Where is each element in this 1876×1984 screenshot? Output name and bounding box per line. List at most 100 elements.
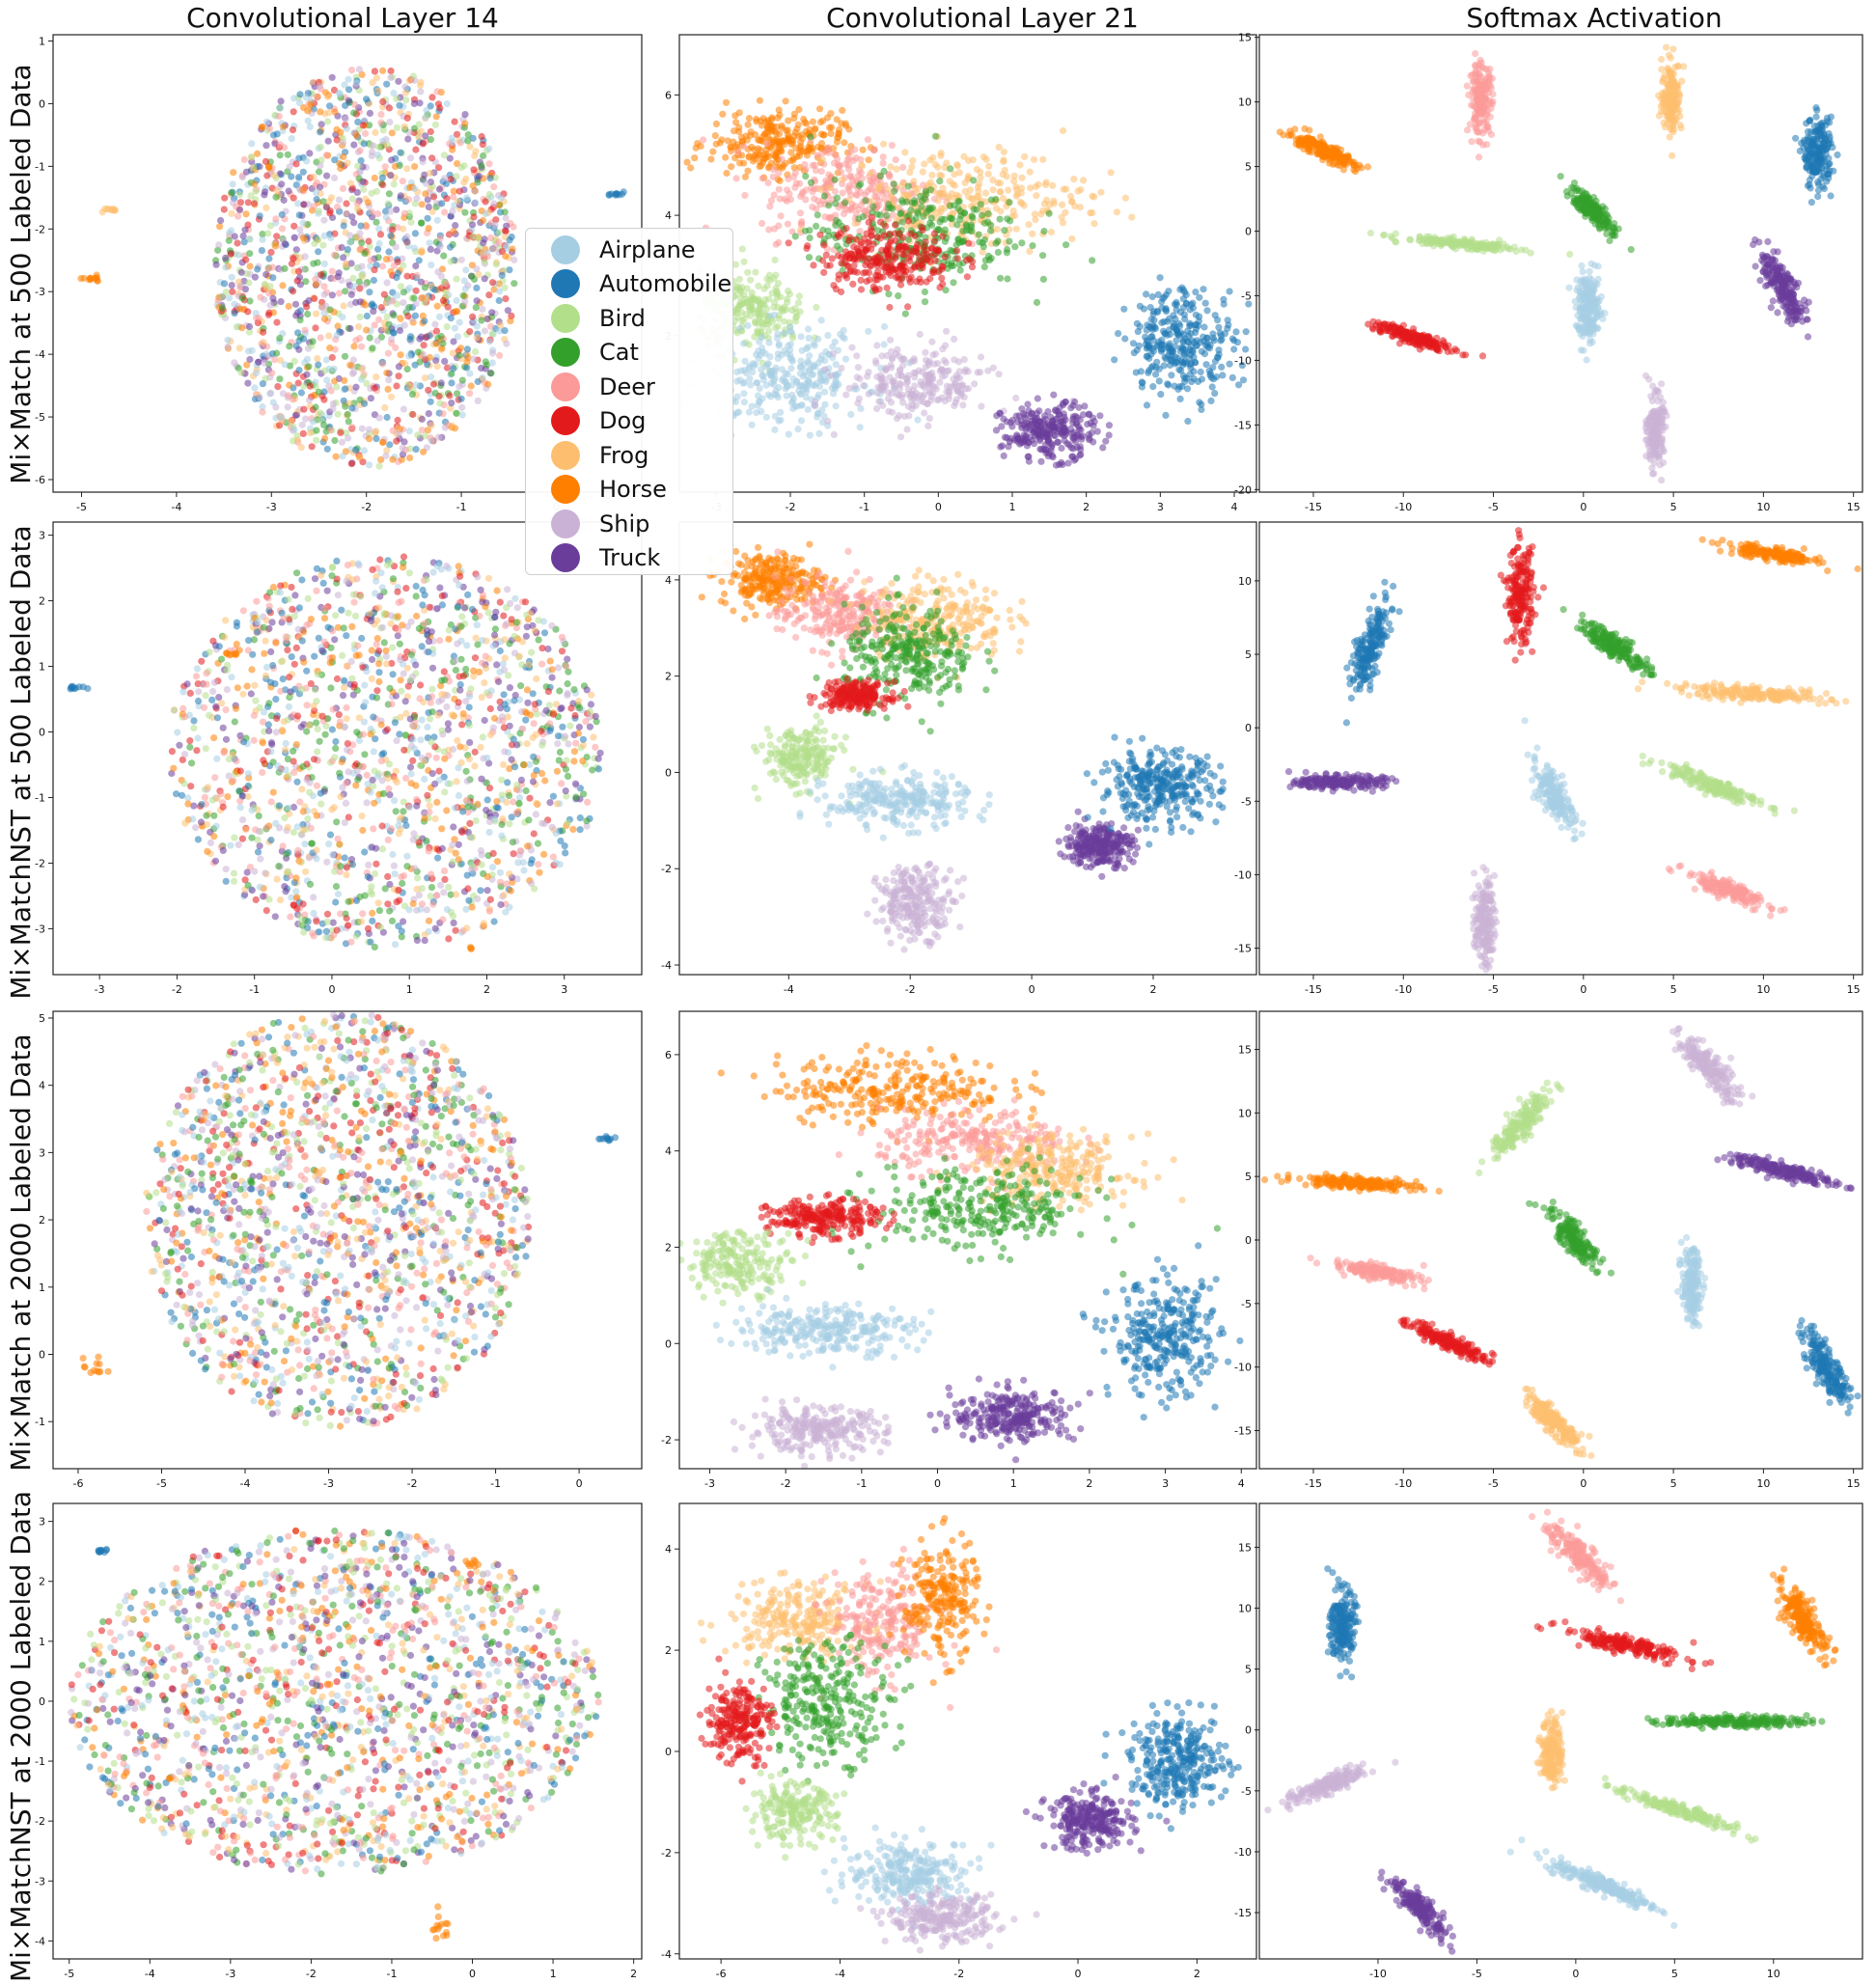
scatter-point [431, 121, 439, 128]
scatter-point [1149, 337, 1157, 344]
scatter-point [1233, 339, 1241, 346]
scatter-point [322, 152, 330, 159]
scatter-point [357, 244, 365, 252]
scatter-point [342, 115, 349, 124]
scatter-point [342, 288, 349, 295]
scatter-point [262, 270, 270, 278]
scatter-point [480, 152, 487, 160]
scatter-point [279, 390, 287, 398]
scatter-point [1005, 186, 1012, 194]
scatter-point [1068, 453, 1076, 460]
scatter-point [334, 322, 342, 330]
scatter-point [334, 203, 342, 211]
scatter-point [1080, 411, 1088, 419]
scatter-point [749, 157, 758, 165]
scatter-point [410, 99, 418, 107]
scatter-point [479, 305, 486, 313]
scatter-point [240, 238, 248, 246]
scatter-point [244, 379, 252, 387]
scatter-point [420, 342, 428, 349]
scatter-point [735, 302, 743, 310]
scatter-point [503, 222, 510, 230]
scatter-point [255, 315, 262, 322]
scatter-point [875, 286, 883, 293]
scatter-point [904, 385, 913, 393]
scatter-point [943, 388, 951, 396]
scatter-point [922, 238, 929, 246]
scatter-point [290, 108, 297, 116]
scatter-point [427, 169, 434, 178]
scatter-point [874, 185, 882, 193]
scatter-point [1668, 100, 1675, 108]
scatter-point [490, 183, 498, 191]
scatter-point [947, 165, 954, 173]
scatter-point [443, 100, 451, 108]
scatter-point [748, 289, 756, 297]
scatter-point [488, 309, 496, 317]
scatter-point [269, 131, 278, 139]
scatter-point [276, 104, 284, 112]
scatter-point [903, 191, 911, 199]
scatter-point [731, 261, 740, 268]
scatter-point [471, 187, 479, 195]
scatter-point [929, 351, 937, 359]
scatter-point [239, 233, 247, 240]
scatter-point [838, 288, 845, 296]
scatter-point [370, 308, 377, 316]
scatter-point [340, 152, 347, 161]
scatter-point [1667, 68, 1674, 75]
scatter-point [436, 400, 444, 407]
scatter-point [309, 78, 317, 86]
scatter-point [1487, 130, 1496, 139]
scatter-point [897, 381, 904, 389]
scatter-point [1179, 338, 1187, 345]
scatter-point [458, 376, 466, 384]
scatter-point [355, 66, 363, 73]
scatter-point [1000, 452, 1007, 459]
scatter-point [846, 234, 854, 241]
scatter-point [857, 276, 865, 284]
scatter-point [317, 334, 324, 342]
scatter-point [303, 303, 311, 311]
scatter-point [1145, 322, 1153, 331]
scatter-point [428, 154, 436, 162]
column-title-softmax: Softmax Activation [1305, 2, 1876, 34]
scatter-point [276, 141, 284, 149]
scatter-points [679, 96, 1253, 469]
scatter-point [825, 232, 833, 240]
x-tick-label: 2 [1083, 501, 1090, 513]
scatter-point [1463, 82, 1471, 90]
scatter-point [950, 279, 957, 287]
scatter-point [907, 230, 915, 237]
scatter-point [269, 294, 277, 302]
scatter-point [473, 334, 481, 342]
scatter-point [366, 242, 373, 250]
scatter-point [324, 137, 332, 145]
scatter-point [470, 213, 478, 221]
scatter-point [756, 136, 763, 144]
scatter-point [389, 427, 397, 434]
scatter-point [1086, 434, 1093, 442]
scatter-point [503, 242, 510, 250]
scatter-point [272, 215, 280, 223]
scatter-point [951, 356, 958, 364]
scatter-point [1012, 225, 1020, 233]
scatter-point [350, 369, 358, 376]
scatter-point [422, 132, 429, 140]
scatter-point [1041, 412, 1049, 420]
scatter-point [770, 191, 778, 199]
scatter-point [917, 381, 925, 389]
scatter-point [345, 434, 352, 442]
scatter-point [687, 164, 695, 172]
scatter-point [343, 209, 350, 217]
scatter-point [796, 363, 804, 371]
y-tick-label: -6 [35, 474, 45, 486]
scatter-point [795, 132, 803, 140]
scatter-point [1473, 127, 1480, 135]
scatter-point [1242, 328, 1250, 336]
scatter-point [317, 271, 325, 279]
scatter-point [937, 152, 945, 160]
scatter-point [1069, 413, 1077, 421]
scatter-point [1180, 359, 1188, 367]
scatter-point [763, 140, 771, 148]
